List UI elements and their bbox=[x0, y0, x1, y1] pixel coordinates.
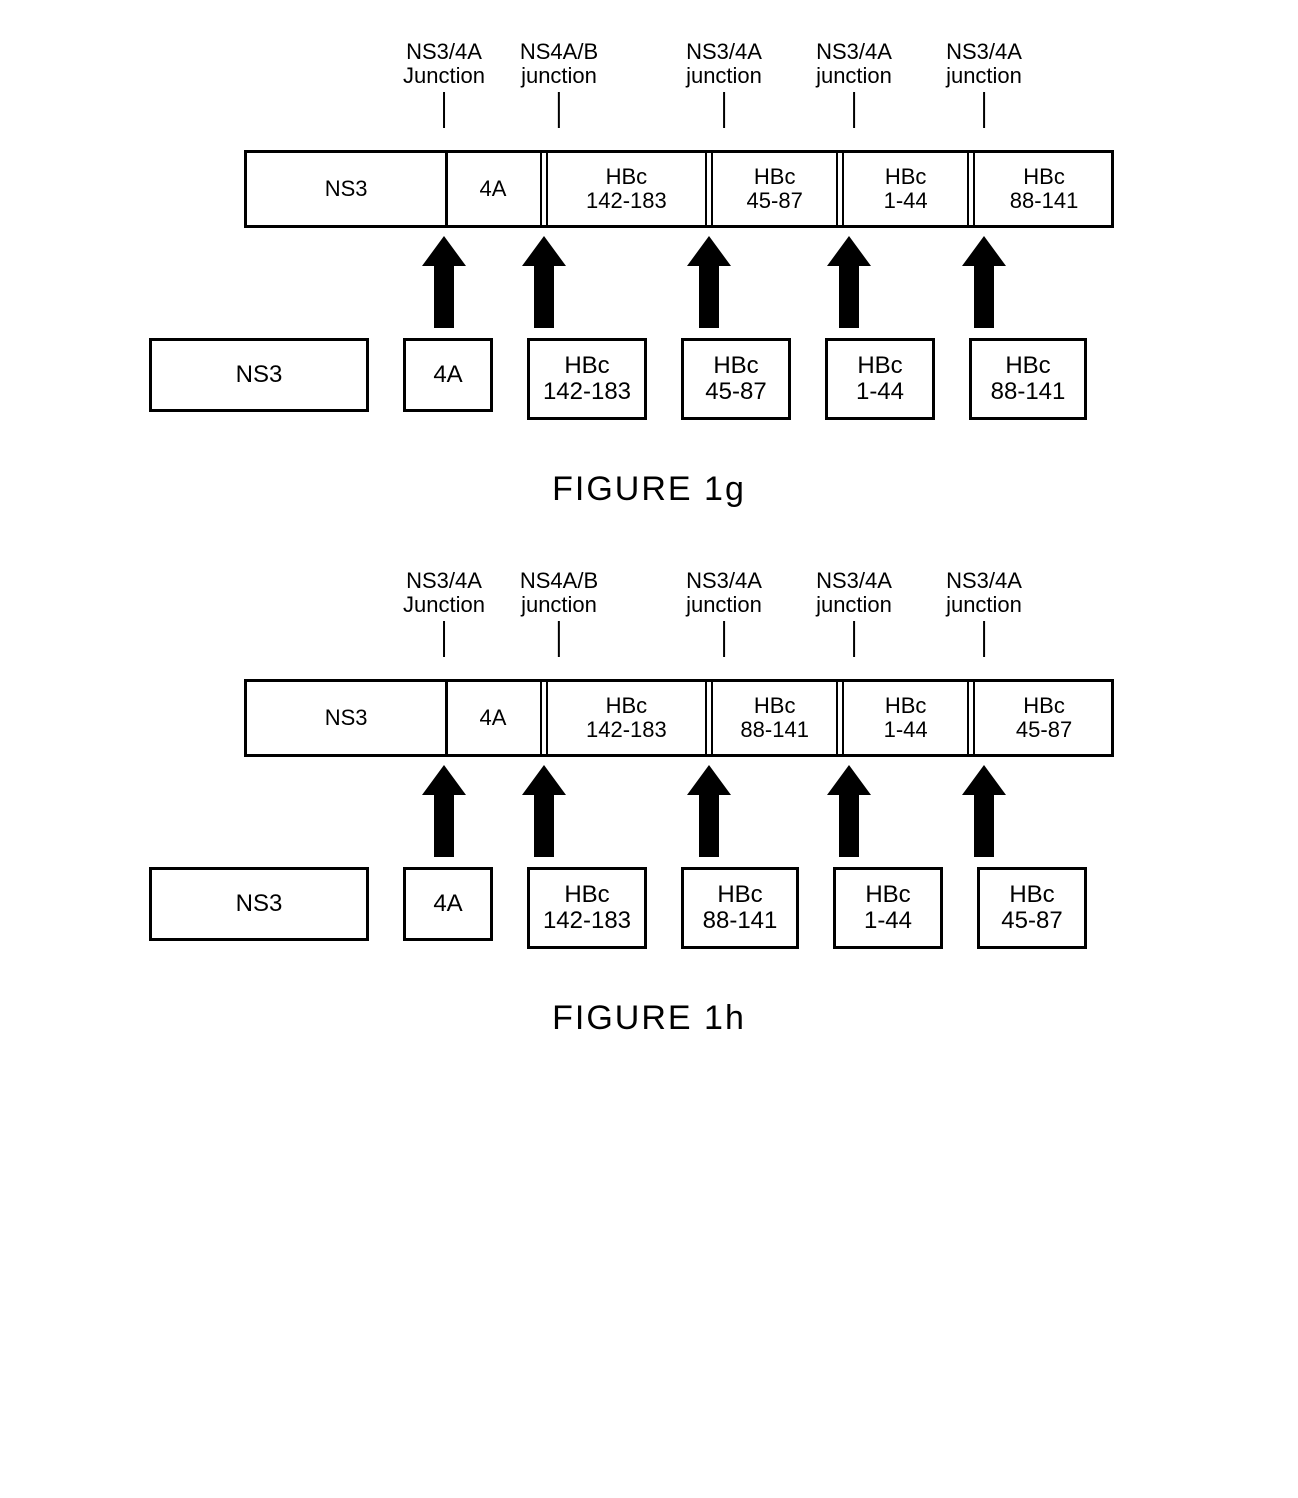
construct-segment: NS3 bbox=[247, 682, 445, 754]
construct-segment: HBc 88-141 bbox=[977, 153, 1111, 225]
junction-label-text: NS3/4A Junction bbox=[403, 40, 485, 88]
construct-segment: 4A bbox=[448, 682, 537, 754]
construct-segment: HBc 1-44 bbox=[846, 153, 965, 225]
cleavage-products-row: NS3 4A HBc 142-183 HBc 45-87 HBc 1-44 HBc 88-… bbox=[149, 338, 1149, 420]
junction-label: NS3/4A junction bbox=[816, 569, 892, 657]
cleavage-arrow-icon bbox=[962, 236, 1006, 328]
fusion-construct: NS34AHBc 142-183HBc 88-141HBc 1-44HBc 45… bbox=[244, 679, 1114, 757]
cleavage-site-marker bbox=[538, 682, 550, 754]
junction-tick bbox=[983, 92, 985, 128]
junction-label-text: NS4A/B junction bbox=[520, 569, 598, 617]
junction-tick bbox=[558, 92, 560, 128]
junction-label-text: NS3/4A junction bbox=[816, 569, 892, 617]
junction-label: NS3/4A junction bbox=[816, 40, 892, 128]
construct-segment: 4A bbox=[448, 153, 537, 225]
junction-labels-row: NS3/4A Junction NS4A/B junction NS3/4A jun… bbox=[244, 569, 1149, 679]
cleavage-site-marker bbox=[965, 153, 977, 225]
product-box: HBc 1-44 bbox=[833, 867, 943, 949]
cleavage-arrow-icon bbox=[422, 765, 466, 857]
product-box: HBc 1-44 bbox=[825, 338, 935, 420]
junction-labels-row: NS3/4A Junction NS4A/B junction NS3/4A jun… bbox=[244, 40, 1149, 150]
junction-label: NS3/4A junction bbox=[686, 40, 762, 128]
cleavage-arrow-icon bbox=[962, 765, 1006, 857]
construct-segment: HBc 45-87 bbox=[977, 682, 1111, 754]
product-box: HBc 45-87 bbox=[977, 867, 1087, 949]
junction-label-text: NS3/4A junction bbox=[946, 569, 1022, 617]
product-box: HBc 45-87 bbox=[681, 338, 791, 420]
figure-caption: FIGURE 1h bbox=[149, 999, 1149, 1038]
junction-tick bbox=[853, 621, 855, 657]
cleavage-site-marker bbox=[703, 682, 715, 754]
product-box: NS3 bbox=[149, 338, 369, 412]
cleavage-arrows-row bbox=[244, 228, 1149, 338]
junction-label: NS3/4A Junction bbox=[403, 569, 485, 657]
junction-label: NS3/4A junction bbox=[946, 40, 1022, 128]
cleavage-site-marker bbox=[538, 153, 550, 225]
junction-label: NS3/4A junction bbox=[686, 569, 762, 657]
junction-tick bbox=[443, 92, 445, 128]
construct-segment: NS3 bbox=[247, 153, 445, 225]
cleavage-arrow-icon bbox=[827, 765, 871, 857]
cleavage-site-marker bbox=[834, 682, 846, 754]
junction-label-text: NS3/4A junction bbox=[946, 40, 1022, 88]
product-box: HBc 88-141 bbox=[681, 867, 799, 949]
cleavage-site-marker bbox=[834, 153, 846, 225]
junction-tick bbox=[723, 621, 725, 657]
junction-tick bbox=[983, 621, 985, 657]
junction-tick bbox=[723, 92, 725, 128]
fig-1g: NS3/4A Junction NS4A/B junction NS3/4A jun… bbox=[149, 40, 1149, 509]
construct-segment: HBc 142-183 bbox=[550, 682, 704, 754]
junction-tick bbox=[853, 92, 855, 128]
junction-label: NS3/4A Junction bbox=[403, 40, 485, 128]
construct-segment: HBc 142-183 bbox=[550, 153, 704, 225]
junction-tick bbox=[558, 621, 560, 657]
product-box: HBc 88-141 bbox=[969, 338, 1087, 420]
cleavage-site-marker bbox=[965, 682, 977, 754]
cleavage-arrow-icon bbox=[522, 765, 566, 857]
cleavage-site-marker bbox=[703, 153, 715, 225]
junction-label-text: NS3/4A junction bbox=[816, 40, 892, 88]
construct-segment: HBc 45-87 bbox=[715, 153, 834, 225]
junction-tick bbox=[443, 621, 445, 657]
junction-label-text: NS3/4A junction bbox=[686, 40, 762, 88]
cleavage-arrow-icon bbox=[522, 236, 566, 328]
product-box: NS3 bbox=[149, 867, 369, 941]
product-box: HBc 142-183 bbox=[527, 338, 647, 420]
cleavage-arrows-row bbox=[244, 757, 1149, 867]
cleavage-products-row: NS3 4A HBc 142-183 HBc 88-141 HBc 1-44 HBc 45… bbox=[149, 867, 1149, 949]
junction-label-text: NS3/4A Junction bbox=[403, 569, 485, 617]
product-box: 4A bbox=[403, 867, 493, 941]
construct-segment: HBc 88-141 bbox=[715, 682, 834, 754]
cleavage-arrow-icon bbox=[687, 765, 731, 857]
fusion-construct: NS34AHBc 142-183HBc 45-87HBc 1-44HBc 88-… bbox=[244, 150, 1114, 228]
cleavage-arrow-icon bbox=[687, 236, 731, 328]
junction-label: NS4A/B junction bbox=[520, 40, 598, 128]
figure-caption: FIGURE 1g bbox=[149, 470, 1149, 509]
product-box: 4A bbox=[403, 338, 493, 412]
fig-1h: NS3/4A Junction NS4A/B junction NS3/4A jun… bbox=[149, 569, 1149, 1038]
junction-label: NS3/4A junction bbox=[946, 569, 1022, 657]
cleavage-arrow-icon bbox=[827, 236, 871, 328]
product-box: HBc 142-183 bbox=[527, 867, 647, 949]
junction-label-text: NS4A/B junction bbox=[520, 40, 598, 88]
construct-segment: HBc 1-44 bbox=[846, 682, 965, 754]
cleavage-arrow-icon bbox=[422, 236, 466, 328]
junction-label: NS4A/B junction bbox=[520, 569, 598, 657]
junction-label-text: NS3/4A junction bbox=[686, 569, 762, 617]
